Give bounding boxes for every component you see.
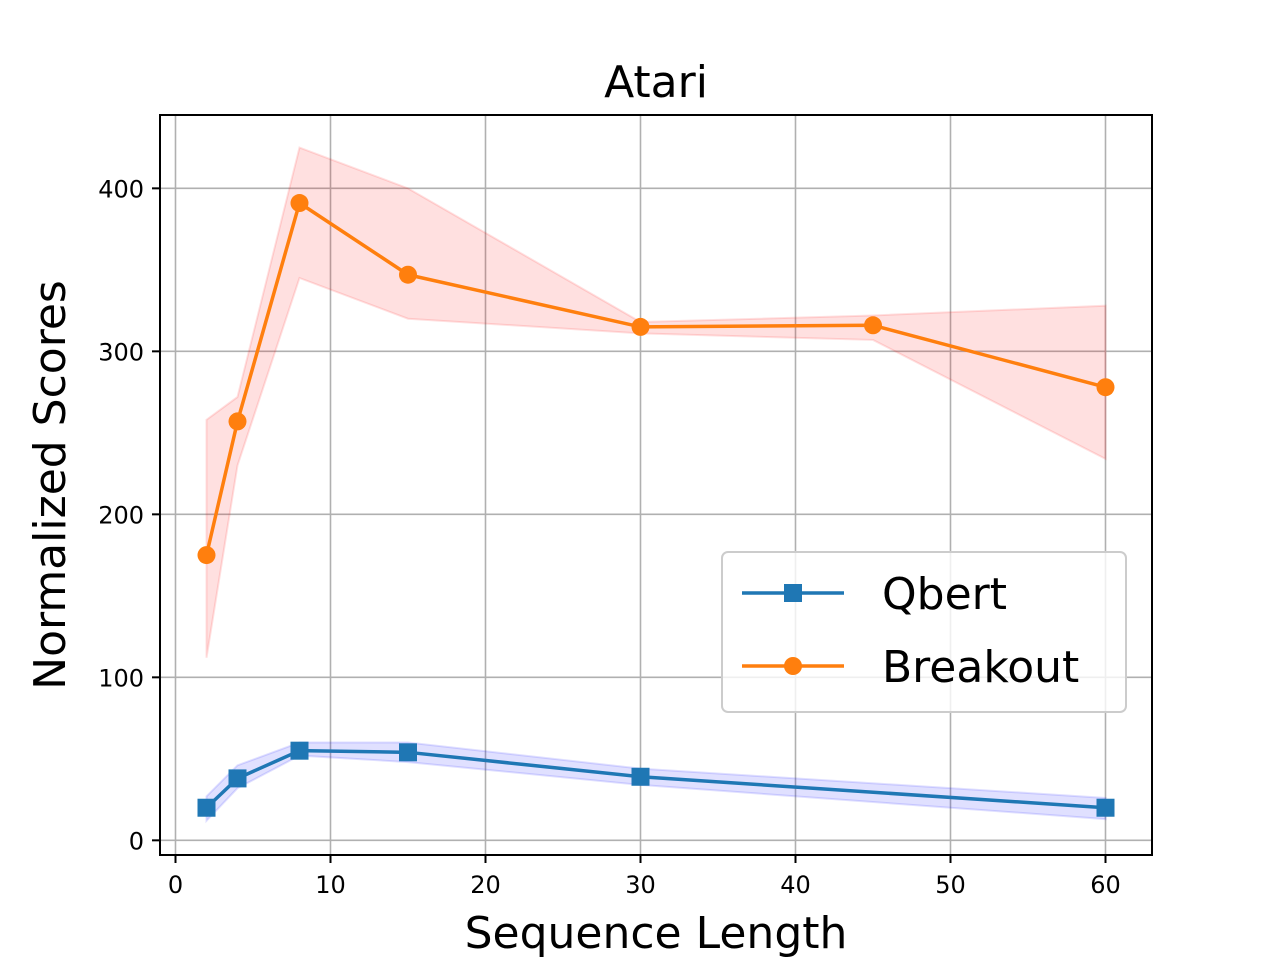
x-tick-label: 30 [625,871,656,899]
qbert-point [399,743,417,762]
grid [160,115,1152,855]
legend-breakout-label: Breakout [882,642,1079,693]
qbert-point [1096,798,1115,817]
axis-ticks: 0 10 20 30 40 50 60 0 100 200 300 400 [98,175,1121,899]
breakout-point [228,412,247,431]
legend-breakout-marker [784,657,802,675]
legend: Qbert Breakout [721,551,1127,713]
qbert-line [205,748,1106,810]
qbert-point [228,769,247,788]
breakout-band [205,146,1107,658]
y-tick-label: 0 [129,827,144,855]
series-markers [197,194,1115,817]
y-tick-label: 100 [98,664,144,692]
y-axis-label: Normalized Scores [25,280,76,690]
x-tick-label: 20 [470,871,501,899]
confidence-bands [205,146,1107,824]
chart-title: Atari [604,57,708,108]
plot-frame [159,114,1153,856]
x-tick-label: 60 [1090,871,1121,899]
qbert-point [290,741,309,760]
qbert-band [205,741,1107,824]
breakout-point [1096,378,1115,397]
legend-qbert-label: Qbert [882,569,1007,620]
x-tick-label: 10 [315,871,346,899]
x-tick-label: 0 [168,871,183,899]
breakout-point [197,546,216,565]
y-tick-label: 400 [98,175,144,203]
x-tick-label: 50 [935,871,966,899]
breakout-point [399,265,417,284]
legend-qbert-marker [784,584,802,602]
x-axis-label: Sequence Length [465,908,848,959]
breakout-point [290,194,309,213]
y-tick-label: 300 [98,338,144,366]
y-tick-label: 200 [98,501,144,529]
breakout-point [864,316,882,335]
qbert-point [631,767,650,786]
x-tick-label: 40 [780,871,811,899]
breakout-point [631,317,650,336]
qbert-point [197,798,216,817]
